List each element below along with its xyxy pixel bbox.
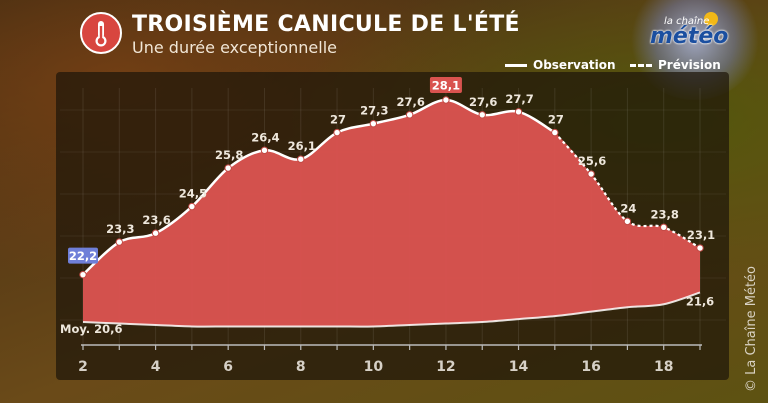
data-point xyxy=(333,128,341,137)
dashed-line-icon xyxy=(630,63,652,67)
data-point xyxy=(224,164,232,172)
x-tick-label: 18 xyxy=(654,359,673,375)
data-label: 24 xyxy=(620,201,636,215)
x-tick-label: 2 xyxy=(78,359,88,375)
data-label: 27 xyxy=(330,113,346,127)
data-label: 25,8 xyxy=(215,148,243,162)
data-label: 23,3 xyxy=(106,222,134,236)
credit-text: © La Chaîne Météo xyxy=(744,265,759,392)
solid-line-icon xyxy=(505,63,527,67)
data-label: 24,5 xyxy=(179,187,207,201)
mean-line xyxy=(82,291,701,328)
thermometer-icon xyxy=(80,12,122,54)
data-label: 26,1 xyxy=(288,139,316,153)
page-title: TROISIÈME CANICULE DE L'ÉTÉ xyxy=(132,12,520,37)
data-point xyxy=(696,244,704,252)
data-point xyxy=(551,128,559,137)
temperature-area xyxy=(83,100,700,327)
data-label: 28,1 xyxy=(432,79,460,93)
x-tick-label: 10 xyxy=(364,359,384,375)
max-value-badge xyxy=(429,77,462,93)
data-point xyxy=(587,170,595,178)
data-label: 23,8 xyxy=(651,207,679,221)
x-tick-label: 12 xyxy=(436,359,455,375)
data-point xyxy=(79,270,87,279)
data-label: 27,3 xyxy=(360,104,388,118)
data-point xyxy=(369,119,378,128)
sun-icon xyxy=(704,12,718,26)
data-point xyxy=(660,223,668,232)
legend-observation-label: Observation xyxy=(533,58,616,72)
x-tick-label: 6 xyxy=(223,359,233,375)
data-label: 26,4 xyxy=(251,130,279,144)
data-point xyxy=(405,111,414,119)
x-tick-label: 16 xyxy=(581,359,600,375)
data-label: 27,6 xyxy=(469,95,497,109)
legend-prevision: Prévision xyxy=(630,58,721,72)
x-tick-label: 4 xyxy=(151,359,161,375)
legend-observation: Observation xyxy=(505,58,616,72)
mean-end-label: 21,6 xyxy=(686,294,714,308)
data-label: 23,1 xyxy=(687,228,715,242)
x-tick-label: 8 xyxy=(296,359,306,375)
data-point xyxy=(478,111,486,119)
data-point xyxy=(260,146,269,155)
data-label: 23,6 xyxy=(142,213,170,227)
data-point xyxy=(442,96,450,104)
logo-text: météo xyxy=(650,24,729,49)
data-point xyxy=(151,229,160,237)
data-point xyxy=(297,155,305,163)
start-value-badge xyxy=(68,247,98,264)
data-label: 27,6 xyxy=(396,95,424,109)
legend-prevision-label: Prévision xyxy=(658,58,721,72)
data-point xyxy=(188,202,196,211)
x-tick-label: 14 xyxy=(509,359,529,375)
data-label: 22,2 xyxy=(69,249,97,263)
mean-start-label: Moy. 20,6 xyxy=(60,322,123,336)
data-point xyxy=(514,108,523,116)
data-point xyxy=(115,238,123,246)
data-label: 27 xyxy=(548,113,564,127)
data-label: 27,7 xyxy=(505,92,533,106)
page-subtitle: Une durée exceptionnelle xyxy=(132,38,337,57)
data-point xyxy=(623,217,632,226)
logo-small-text: la chaîne xyxy=(664,16,710,27)
data-label: 25,6 xyxy=(578,154,606,168)
